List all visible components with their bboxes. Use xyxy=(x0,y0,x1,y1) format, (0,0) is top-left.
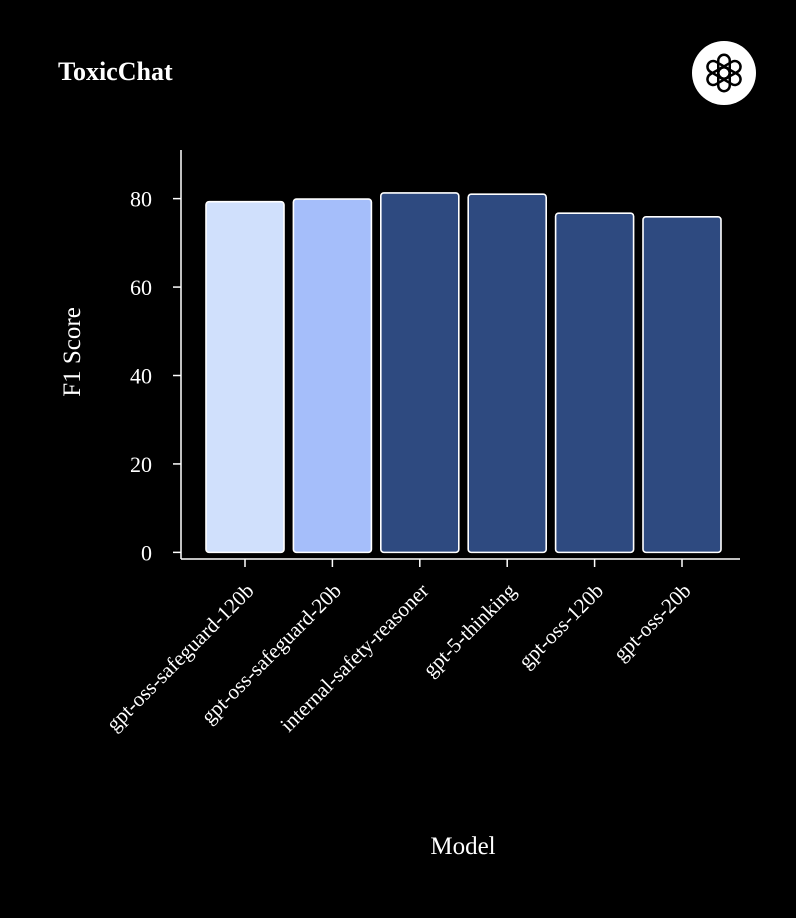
bar-gpt-oss-120b xyxy=(554,212,635,554)
bar-group xyxy=(205,192,722,554)
chart-title: ToxicChat xyxy=(58,57,173,86)
y-tick-label: 20 xyxy=(130,452,152,477)
bar-internal-safety-reasoner xyxy=(379,192,460,554)
bar-gpt-oss-safeguard-120b xyxy=(205,200,285,554)
x-tick-label: gpt-5-thinking xyxy=(418,578,521,681)
y-tick-label: 60 xyxy=(130,275,152,300)
y-axis-label: F1 Score xyxy=(59,307,86,397)
x-tick-label: gpt-oss-safeguard-120b xyxy=(101,579,258,736)
y-tick-label: 0 xyxy=(141,540,152,565)
bar-gpt-5-thinking xyxy=(467,193,548,554)
openai-logo-icon xyxy=(692,41,756,105)
y-axis-ticks: 0 20 40 60 80 xyxy=(130,187,181,565)
y-tick-label: 40 xyxy=(130,364,152,389)
y-tick-label: 80 xyxy=(130,187,152,212)
x-axis-ticks: gpt-oss-safeguard-120bgpt-oss-safeguard-… xyxy=(101,559,696,737)
bar-gpt-oss-20b xyxy=(642,215,722,554)
x-tick-label: internal-safety-reasoner xyxy=(275,579,433,737)
x-axis-label: Model xyxy=(430,833,495,860)
x-tick-label: gpt-oss-120b xyxy=(514,579,609,674)
x-tick-label: gpt-oss-20b xyxy=(608,579,695,666)
openai-logo-glyph xyxy=(706,53,742,93)
bar-gpt-oss-safeguard-20b xyxy=(292,198,373,554)
